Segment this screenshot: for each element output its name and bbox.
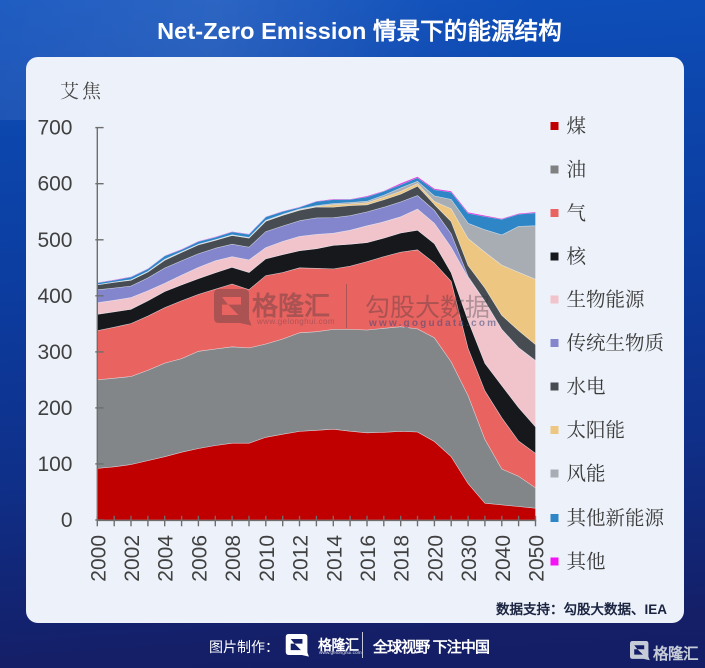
- svg-text:2014: 2014: [323, 535, 346, 582]
- svg-text:风能: 风能: [567, 463, 606, 485]
- svg-text:2016: 2016: [357, 535, 380, 582]
- svg-text:油: 油: [567, 159, 587, 181]
- svg-text:2050: 2050: [526, 535, 549, 582]
- svg-text:水电: 水电: [567, 376, 606, 398]
- svg-text:500: 500: [37, 229, 72, 252]
- svg-text:传统生物质: 传统生物质: [567, 333, 665, 355]
- svg-text:2002: 2002: [121, 535, 144, 582]
- svg-text:2010: 2010: [256, 535, 279, 582]
- svg-text:700: 700: [37, 117, 72, 140]
- svg-text:100: 100: [37, 453, 72, 476]
- svg-text:400: 400: [37, 285, 72, 308]
- svg-text:2004: 2004: [155, 535, 178, 582]
- svg-text:2000: 2000: [87, 535, 110, 582]
- svg-text:300: 300: [37, 341, 72, 364]
- svg-text:2018: 2018: [391, 535, 414, 582]
- svg-text:2040: 2040: [492, 535, 515, 582]
- svg-text:2012: 2012: [290, 535, 313, 582]
- svg-text:2030: 2030: [458, 535, 481, 582]
- svg-text:核: 核: [567, 246, 587, 268]
- svg-text:2006: 2006: [188, 535, 211, 582]
- svg-text:太阳能: 太阳能: [567, 420, 626, 442]
- svg-text:2020: 2020: [424, 535, 447, 582]
- svg-text:0: 0: [61, 509, 73, 532]
- svg-text:生物能源: 生物能源: [567, 289, 646, 311]
- svg-text:气: 气: [567, 203, 587, 225]
- svg-text:200: 200: [37, 397, 72, 420]
- svg-text:煤: 煤: [567, 116, 587, 138]
- svg-text:600: 600: [37, 173, 72, 196]
- svg-text:艾焦: 艾焦: [60, 81, 104, 103]
- svg-text:其他新能源: 其他新能源: [567, 508, 665, 530]
- svg-text:其他: 其他: [567, 551, 606, 573]
- svg-text:2008: 2008: [222, 535, 245, 582]
